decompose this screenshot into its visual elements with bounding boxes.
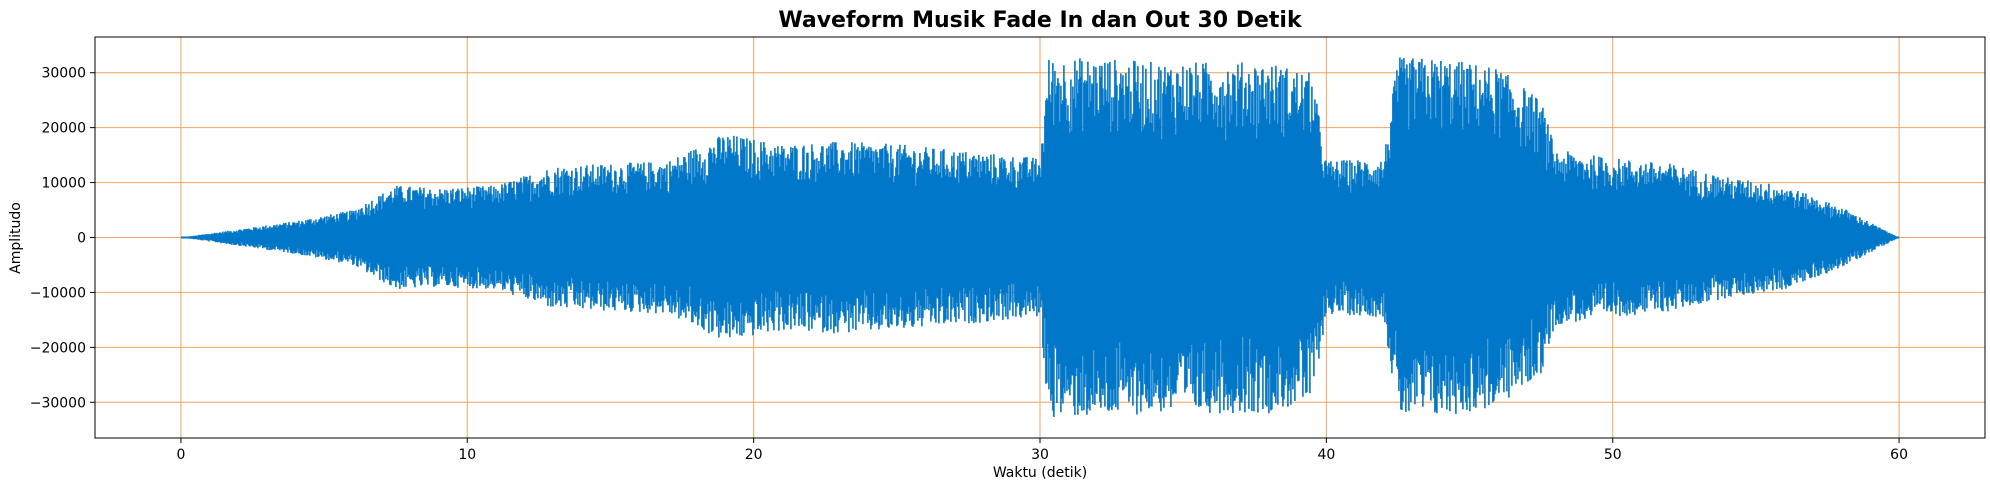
x-tick-label: 60 xyxy=(1890,447,1908,463)
x-tick-label: 20 xyxy=(745,447,763,463)
x-tick-label: 0 xyxy=(176,447,185,463)
x-tick-label: 10 xyxy=(458,447,476,463)
y-tick-label: 20000 xyxy=(41,121,86,137)
y-tick-label: 0 xyxy=(77,231,86,247)
y-tick-label: 10000 xyxy=(41,176,86,192)
x-axis-ticks: 0 10 20 30 40 50 60 xyxy=(176,438,1908,463)
y-axis-ticks: −30000 −20000 −10000 0 10000 20000 30000 xyxy=(30,66,95,411)
plot-area xyxy=(180,57,1900,417)
y-tick-label: −30000 xyxy=(30,395,86,411)
x-axis-label: Waktu (detik) xyxy=(993,465,1087,481)
y-axis-label: Amplitudo xyxy=(8,202,24,274)
y-tick-label: −20000 xyxy=(30,340,86,356)
x-tick-label: 30 xyxy=(1031,447,1049,463)
y-tick-label: −10000 xyxy=(30,285,86,301)
y-tick-label: 30000 xyxy=(41,66,86,82)
chart-title: Waveform Musik Fade In dan Out 30 Detik xyxy=(778,8,1303,33)
x-tick-label: 50 xyxy=(1604,447,1622,463)
x-tick-label: 40 xyxy=(1317,447,1335,463)
